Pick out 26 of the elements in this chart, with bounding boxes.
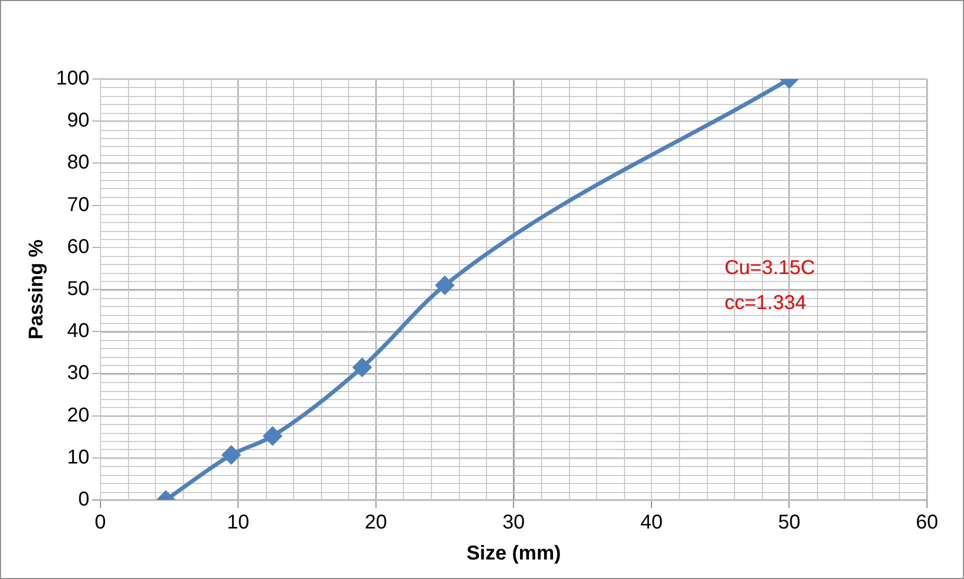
y-tick-label: 0 xyxy=(78,488,90,511)
x-axis-title: Size (mm) xyxy=(466,542,561,565)
point xyxy=(264,427,282,446)
y-tick-label: 30 xyxy=(67,362,90,384)
y-tick-label: 100 xyxy=(56,68,90,90)
x-tick-label: 30 xyxy=(502,512,525,534)
x-tick-label: 40 xyxy=(640,512,663,534)
x-tick-label: 50 xyxy=(778,512,800,534)
y-tick-label: 80 xyxy=(67,152,90,174)
x-tick-label: 60 xyxy=(916,512,938,534)
annotation: Cu=3.15C xyxy=(724,256,816,279)
y-tick-label: 90 xyxy=(67,110,90,132)
y-tick-label: 20 xyxy=(67,404,90,426)
point xyxy=(436,276,454,294)
y-tick-label: 70 xyxy=(67,194,90,216)
y-axis-title: Passing % xyxy=(26,239,48,340)
y-tick-label: 60 xyxy=(67,236,90,258)
y-tick-label: 40 xyxy=(67,320,90,342)
y-tick-label: 10 xyxy=(67,446,90,468)
x-tick-label: 10 xyxy=(227,512,250,534)
x-tick-label: 20 xyxy=(364,512,388,534)
point xyxy=(222,446,240,464)
y-tick-label: 50 xyxy=(67,278,90,300)
x-tick-label: 0 xyxy=(94,512,106,534)
annotation: cc=1.334 xyxy=(724,292,806,314)
point xyxy=(353,358,372,376)
